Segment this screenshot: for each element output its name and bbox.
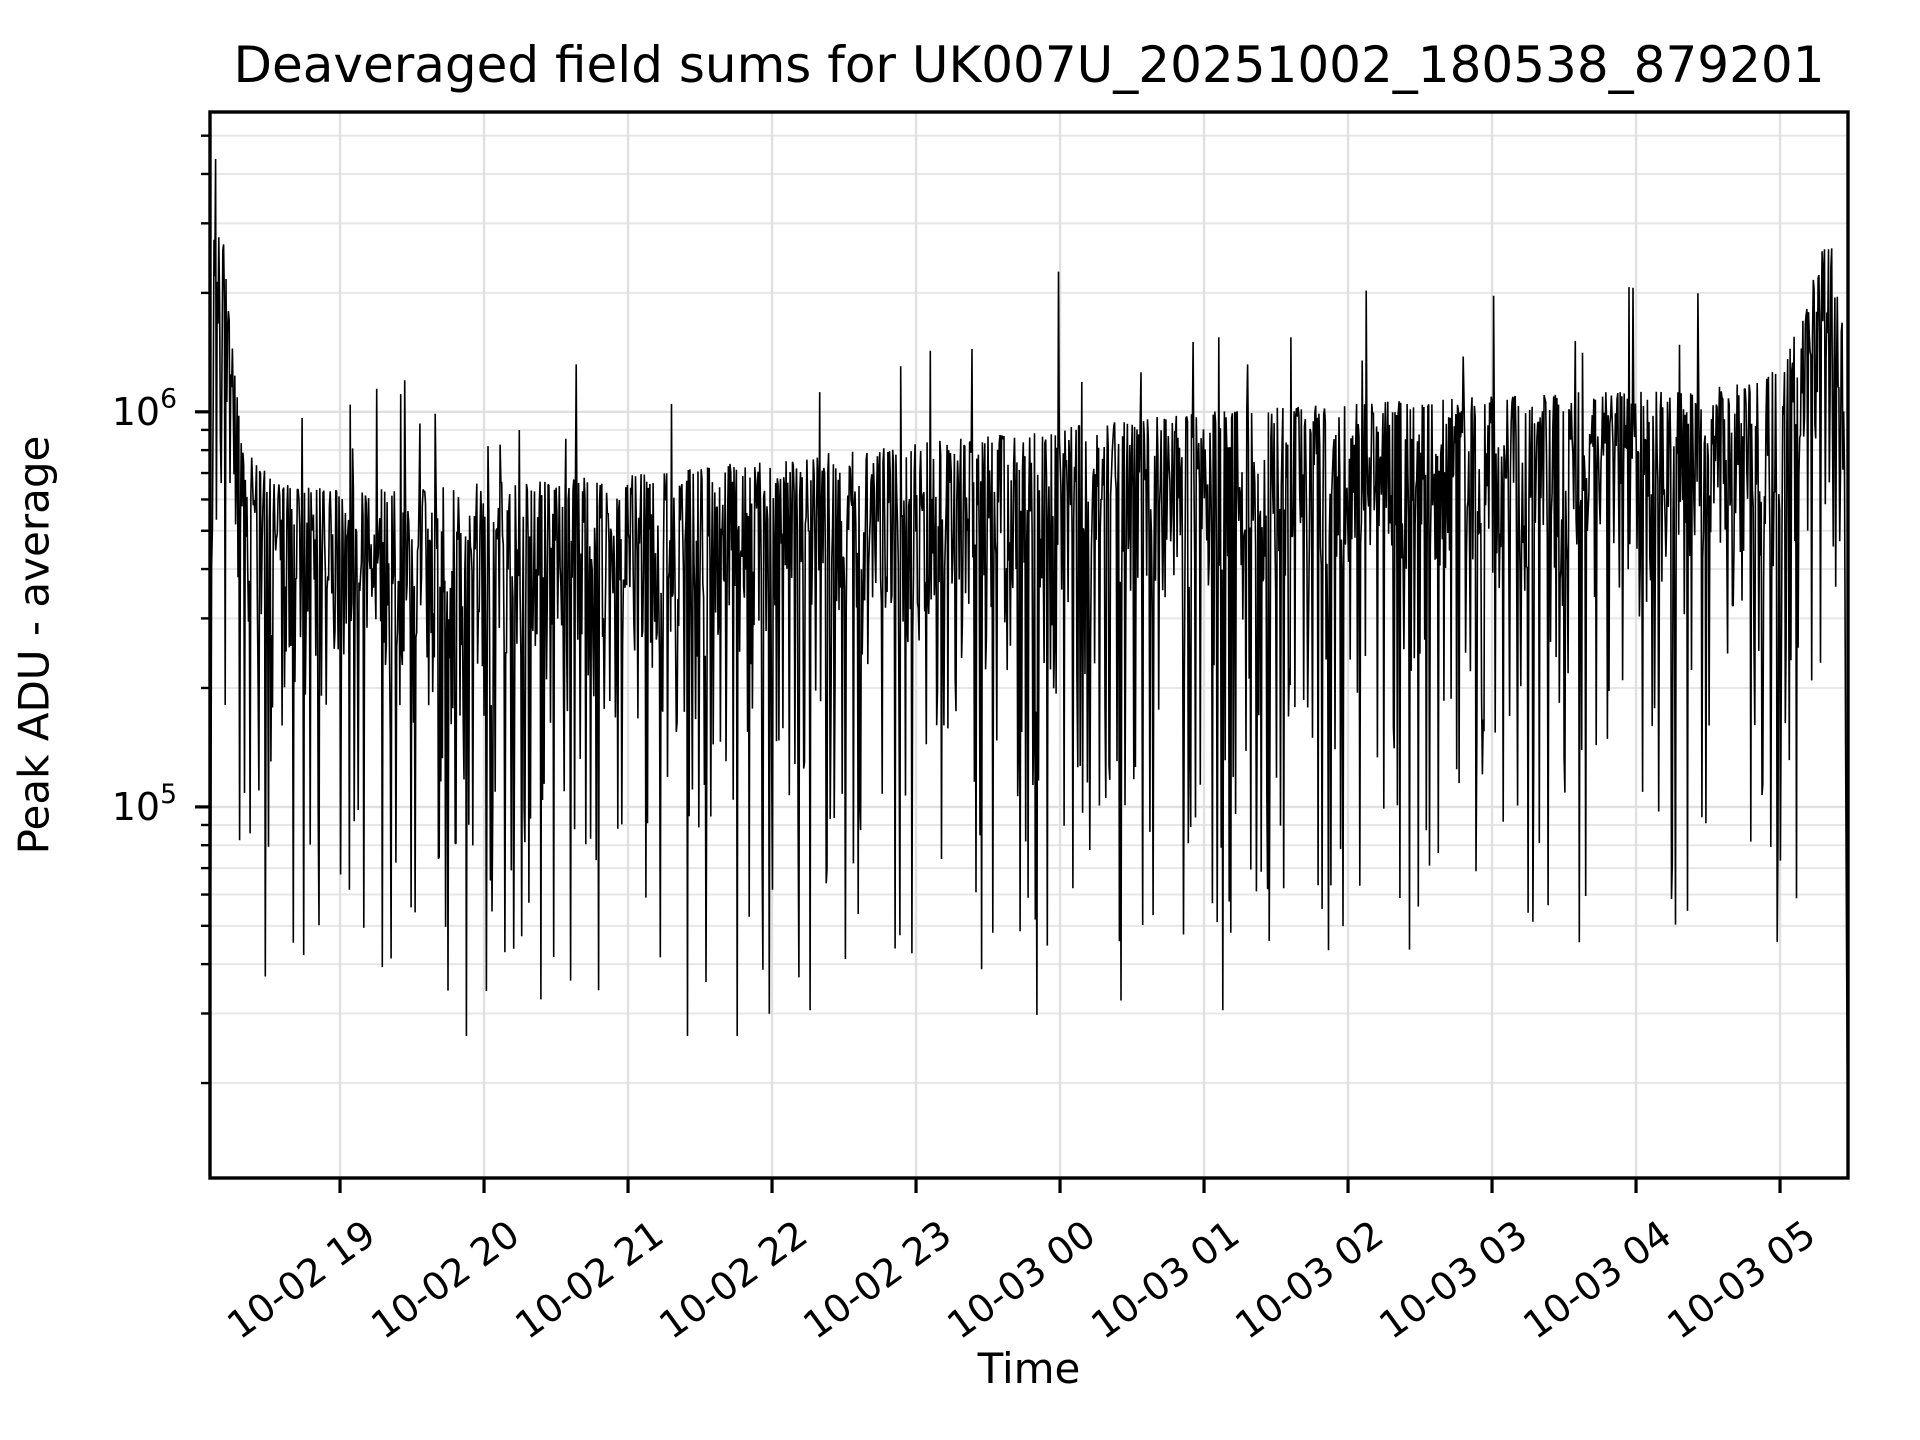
x-tick-label: 10-02 22 — [651, 1212, 815, 1348]
data-series-line — [210, 158, 1848, 1178]
x-tick-label: 10-03 04 — [1515, 1212, 1679, 1348]
x-tick-label: 10-03 03 — [1371, 1212, 1535, 1348]
chart-title: Deaveraged field sums for UK007U_2025100… — [233, 36, 1825, 94]
x-tick-label: 10-03 01 — [1083, 1212, 1247, 1348]
x-tick-label: 10-03 02 — [1227, 1212, 1391, 1348]
x-tick-label: 10-02 20 — [363, 1212, 527, 1348]
x-tick-label: 10-03 05 — [1659, 1212, 1823, 1348]
series-group — [210, 158, 1848, 1178]
y-tick-label: 105 — [112, 779, 177, 829]
x-tick-label: 10-03 00 — [939, 1212, 1103, 1348]
x-tick-label: 10-02 19 — [219, 1212, 383, 1348]
y-tick-label: 106 — [112, 384, 177, 434]
x-tick-label: 10-02 21 — [507, 1212, 671, 1348]
x-tick-label: 10-02 23 — [795, 1212, 959, 1348]
y-axis-label: Peak ADU - average — [9, 435, 59, 855]
axes-spines — [208, 110, 1850, 1180]
x-axis-label: Time — [977, 1344, 1081, 1393]
